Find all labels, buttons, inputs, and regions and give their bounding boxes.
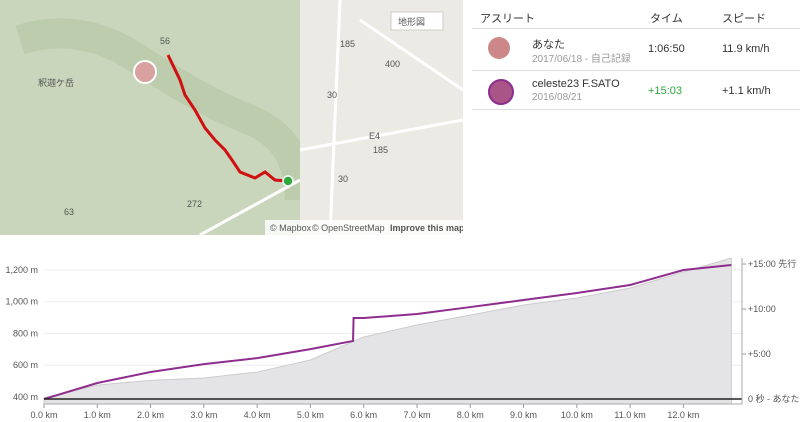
x-tick-label: 10.0 km [561, 410, 593, 420]
road-label: 272 [187, 199, 202, 209]
x-tick-label: 2.0 km [137, 410, 164, 420]
row[interactable]: celeste23 F.SATO 2016/08/21 +15:03 +1.1 … [472, 70, 800, 110]
athlete: あなた [532, 39, 565, 51]
gap-line [43, 264, 732, 401]
road-label: 30 [327, 90, 337, 100]
speed: 11.9 km/h [722, 43, 770, 55]
y2-tick-label: +10:00 [748, 304, 776, 314]
map[interactable]: 地形図 釈迦ケ岳 56 185 400 30 E4 185 30 63 272 … [0, 0, 463, 235]
leaderboard: アスリート タイム スピード あなた 2017/06/18 - 自己記録 1:0… [472, 0, 800, 235]
attribution[interactable]: © OpenStreetMap [312, 223, 385, 233]
elevation-area [43, 257, 732, 405]
road-label: 185 [373, 145, 388, 155]
y-tick-label: 800 m [13, 328, 38, 338]
avatar [488, 37, 510, 59]
chart: 400 m 600 m 800 m 1,000 m 1,200 m 0 秒 - あなた +5… [5, 257, 800, 420]
avatar [488, 79, 514, 105]
y-tick-label: 1,200 m [5, 265, 38, 275]
attribution[interactable]: © Mapbox [270, 223, 312, 233]
y2-tick-label: +5:00 [748, 349, 771, 359]
x-tick-label: 7.0 km [403, 410, 430, 420]
time: +15:03 [648, 85, 682, 97]
road-label: 185 [340, 39, 355, 49]
x-tick-label: 11.0 km [614, 410, 645, 420]
y2-tick-label: 0 秒 - あなた [748, 393, 800, 404]
time: 1:06:50 [648, 43, 685, 55]
road-label: 56 [160, 36, 170, 46]
y2-tick-label: +15:00 先行 [748, 258, 796, 269]
date: 2016/08/21 [532, 92, 583, 103]
map-canvas: 地形図 釈迦ケ岳 56 185 400 30 E4 185 30 63 272 … [0, 0, 463, 235]
x-tick-label: 3.0 km [190, 410, 217, 420]
athlete: celeste23 F.SATO [532, 78, 620, 90]
header[interactable]: スピード [722, 13, 766, 25]
x-tick-label: 1.0 km [84, 410, 111, 420]
layer-button[interactable]: 地形図 [398, 16, 425, 27]
x-tick-label: 0.0 km [30, 410, 57, 420]
x-tick-label: 6.0 km [350, 410, 377, 420]
speed: +1.1 km/h [722, 85, 771, 97]
x-tick-label: 5.0 km [297, 410, 324, 420]
x-tick-label: 8.0 km [457, 410, 484, 420]
x-tick-label: 12.0 km [667, 410, 699, 420]
x-tick-label: 4.0 km [244, 410, 271, 420]
date: 2017/06/18 - 自己記録 [532, 54, 631, 65]
y-tick-label: 400 m [13, 392, 38, 402]
place-label: 釈迦ケ岳 [38, 77, 74, 88]
road-label: 63 [64, 207, 74, 217]
row[interactable]: あなた 2017/06/18 - 自己記録 1:06:50 11.9 km/h [472, 28, 800, 67]
attribution[interactable]: Improve this map [390, 223, 463, 233]
y-tick-label: 1,000 m [5, 297, 38, 307]
road-label: E4 [369, 131, 380, 141]
road-label: 400 [385, 59, 400, 69]
x-tick-label: 9.0 km [510, 410, 537, 420]
header: アスリート [480, 13, 535, 25]
road-label: 30 [338, 174, 348, 184]
header: タイム [650, 13, 683, 25]
y-tick-label: 600 m [13, 360, 38, 370]
